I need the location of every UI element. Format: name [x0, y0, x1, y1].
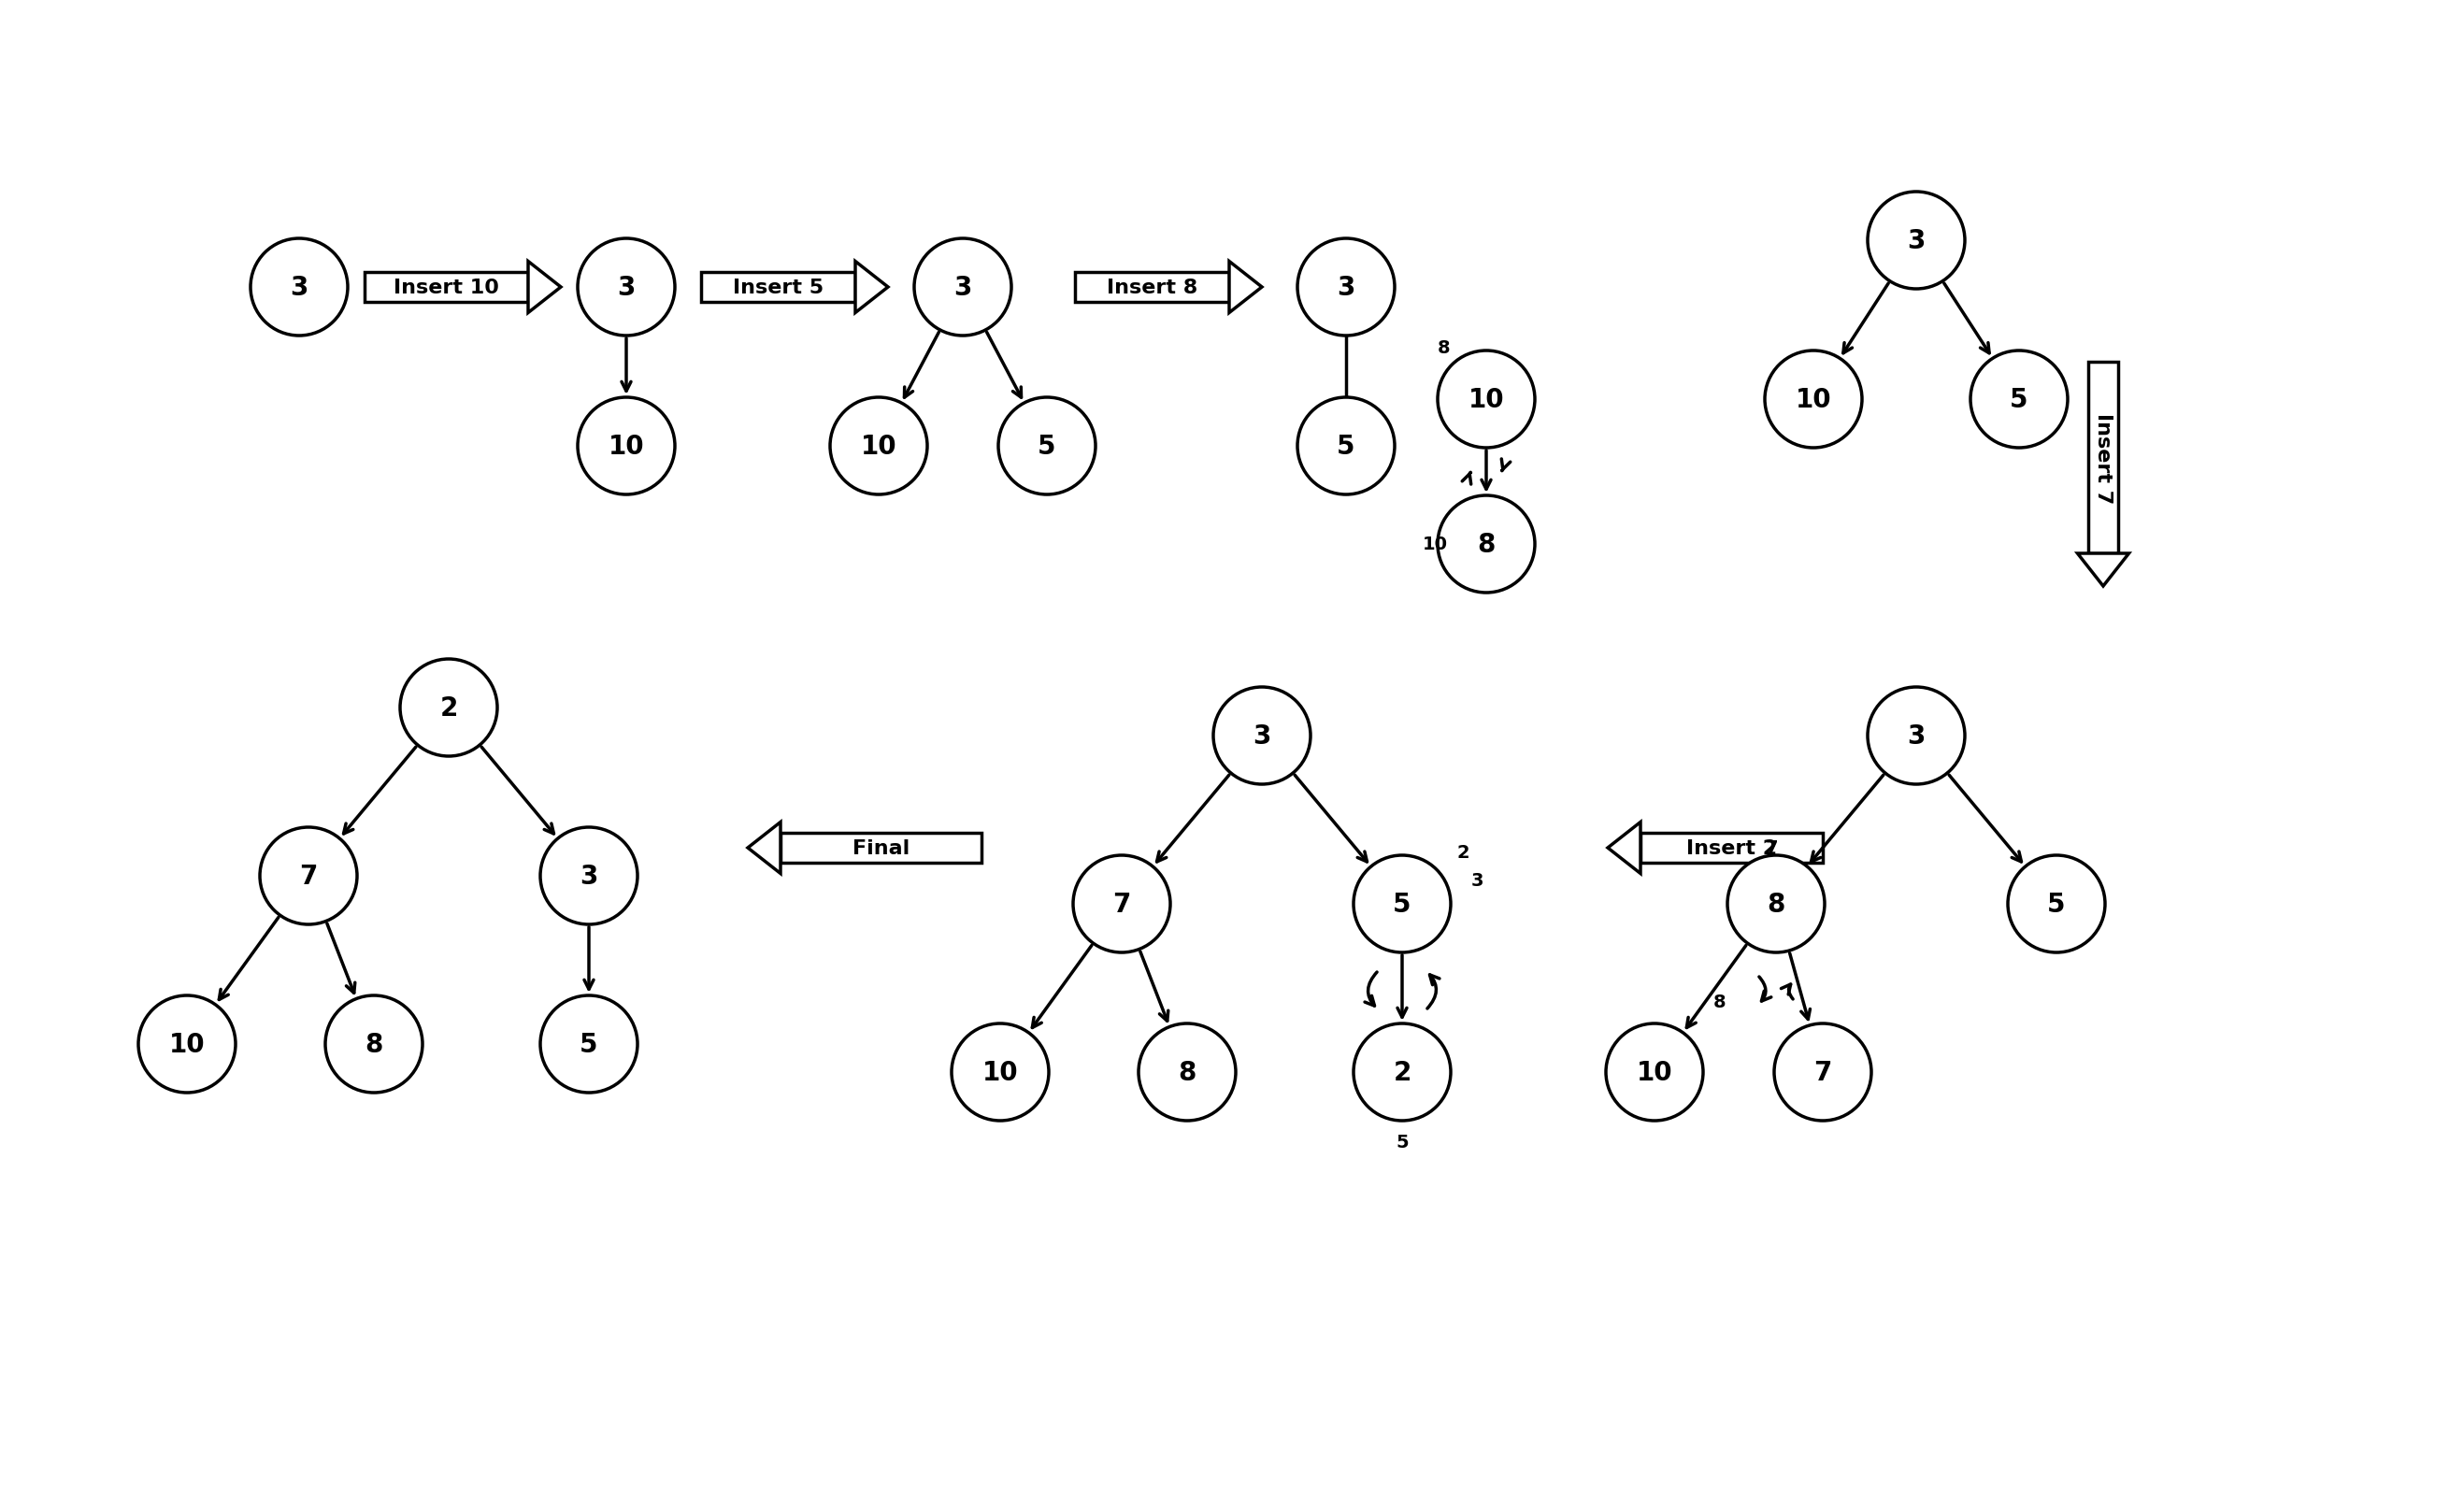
Text: 5: 5 [1395, 1134, 1409, 1151]
Circle shape [138, 996, 237, 1093]
Bar [781, 834, 981, 864]
Text: 10: 10 [1796, 386, 1831, 413]
Text: 2: 2 [1392, 1059, 1412, 1086]
Text: 7: 7 [1114, 891, 1131, 918]
Circle shape [577, 239, 675, 336]
Text: 2: 2 [439, 695, 458, 721]
Circle shape [1764, 351, 1863, 449]
Bar [1074, 273, 1230, 302]
Text: 7: 7 [1814, 1059, 1831, 1086]
Text: 8: 8 [365, 1032, 382, 1057]
Text: Insert 8: Insert 8 [1106, 278, 1198, 297]
Polygon shape [1230, 261, 1262, 314]
Circle shape [251, 239, 347, 336]
Text: 10: 10 [983, 1059, 1018, 1086]
Text: 10: 10 [609, 434, 643, 460]
Circle shape [1353, 1024, 1451, 1120]
Circle shape [830, 398, 926, 496]
Circle shape [577, 398, 675, 496]
Text: 3: 3 [1338, 275, 1355, 300]
Circle shape [1353, 856, 1451, 952]
Text: 3: 3 [954, 275, 971, 300]
Text: 10: 10 [1636, 1059, 1673, 1086]
Polygon shape [747, 823, 781, 874]
Text: 7: 7 [301, 864, 318, 889]
Text: 3: 3 [291, 275, 308, 300]
Text: 5: 5 [1338, 434, 1355, 460]
Text: 8: 8 [1767, 891, 1784, 918]
Text: 5: 5 [2011, 386, 2028, 413]
Circle shape [1299, 398, 1395, 496]
Polygon shape [1609, 823, 1641, 874]
Text: Final: Final [853, 838, 909, 858]
Circle shape [1868, 192, 1964, 290]
Circle shape [1437, 496, 1535, 593]
Circle shape [325, 996, 421, 1093]
Bar [1641, 834, 1823, 864]
Text: 10: 10 [170, 1032, 205, 1057]
Polygon shape [2077, 554, 2129, 587]
Text: 5: 5 [1392, 891, 1412, 918]
Text: Insert 10: Insert 10 [394, 278, 500, 297]
Text: 5: 5 [579, 1032, 599, 1057]
Circle shape [951, 1024, 1050, 1120]
Text: 10: 10 [1422, 536, 1446, 553]
Circle shape [914, 239, 1010, 336]
Circle shape [1774, 1024, 1870, 1120]
Text: 3: 3 [1907, 228, 1924, 254]
Circle shape [540, 828, 638, 925]
Text: Insert 5: Insert 5 [732, 278, 823, 297]
Circle shape [1868, 688, 1964, 784]
Circle shape [1212, 688, 1311, 784]
Circle shape [1437, 351, 1535, 449]
Text: 10: 10 [860, 434, 897, 460]
Circle shape [1074, 856, 1170, 952]
Circle shape [399, 659, 498, 757]
Text: 8: 8 [1478, 532, 1496, 557]
Text: 2: 2 [1456, 844, 1469, 862]
Bar [702, 273, 855, 302]
Circle shape [2008, 856, 2104, 952]
Text: 8: 8 [1712, 993, 1727, 1011]
Circle shape [998, 398, 1096, 496]
Bar [2087, 362, 2119, 554]
Text: Insert 7: Insert 7 [2094, 413, 2112, 503]
Text: Insert 2: Insert 2 [1685, 838, 1777, 858]
Circle shape [259, 828, 357, 925]
Text: 8: 8 [1178, 1059, 1195, 1086]
Polygon shape [855, 261, 887, 314]
Text: 3: 3 [579, 864, 599, 889]
Circle shape [1607, 1024, 1703, 1120]
Text: 10: 10 [1469, 386, 1506, 413]
Text: 3: 3 [616, 275, 636, 300]
Text: 5: 5 [2048, 891, 2065, 918]
Text: 3: 3 [1907, 722, 1924, 749]
Polygon shape [527, 261, 562, 314]
Text: 5: 5 [1037, 434, 1057, 460]
Circle shape [1727, 856, 1826, 952]
Circle shape [1971, 351, 2067, 449]
Text: 3: 3 [1471, 873, 1483, 889]
Circle shape [1299, 239, 1395, 336]
Text: 3: 3 [1252, 722, 1271, 749]
Text: 8: 8 [1439, 339, 1451, 357]
Circle shape [540, 996, 638, 1093]
Text: 7: 7 [1764, 840, 1777, 858]
Circle shape [1138, 1024, 1237, 1120]
Bar [365, 273, 527, 302]
